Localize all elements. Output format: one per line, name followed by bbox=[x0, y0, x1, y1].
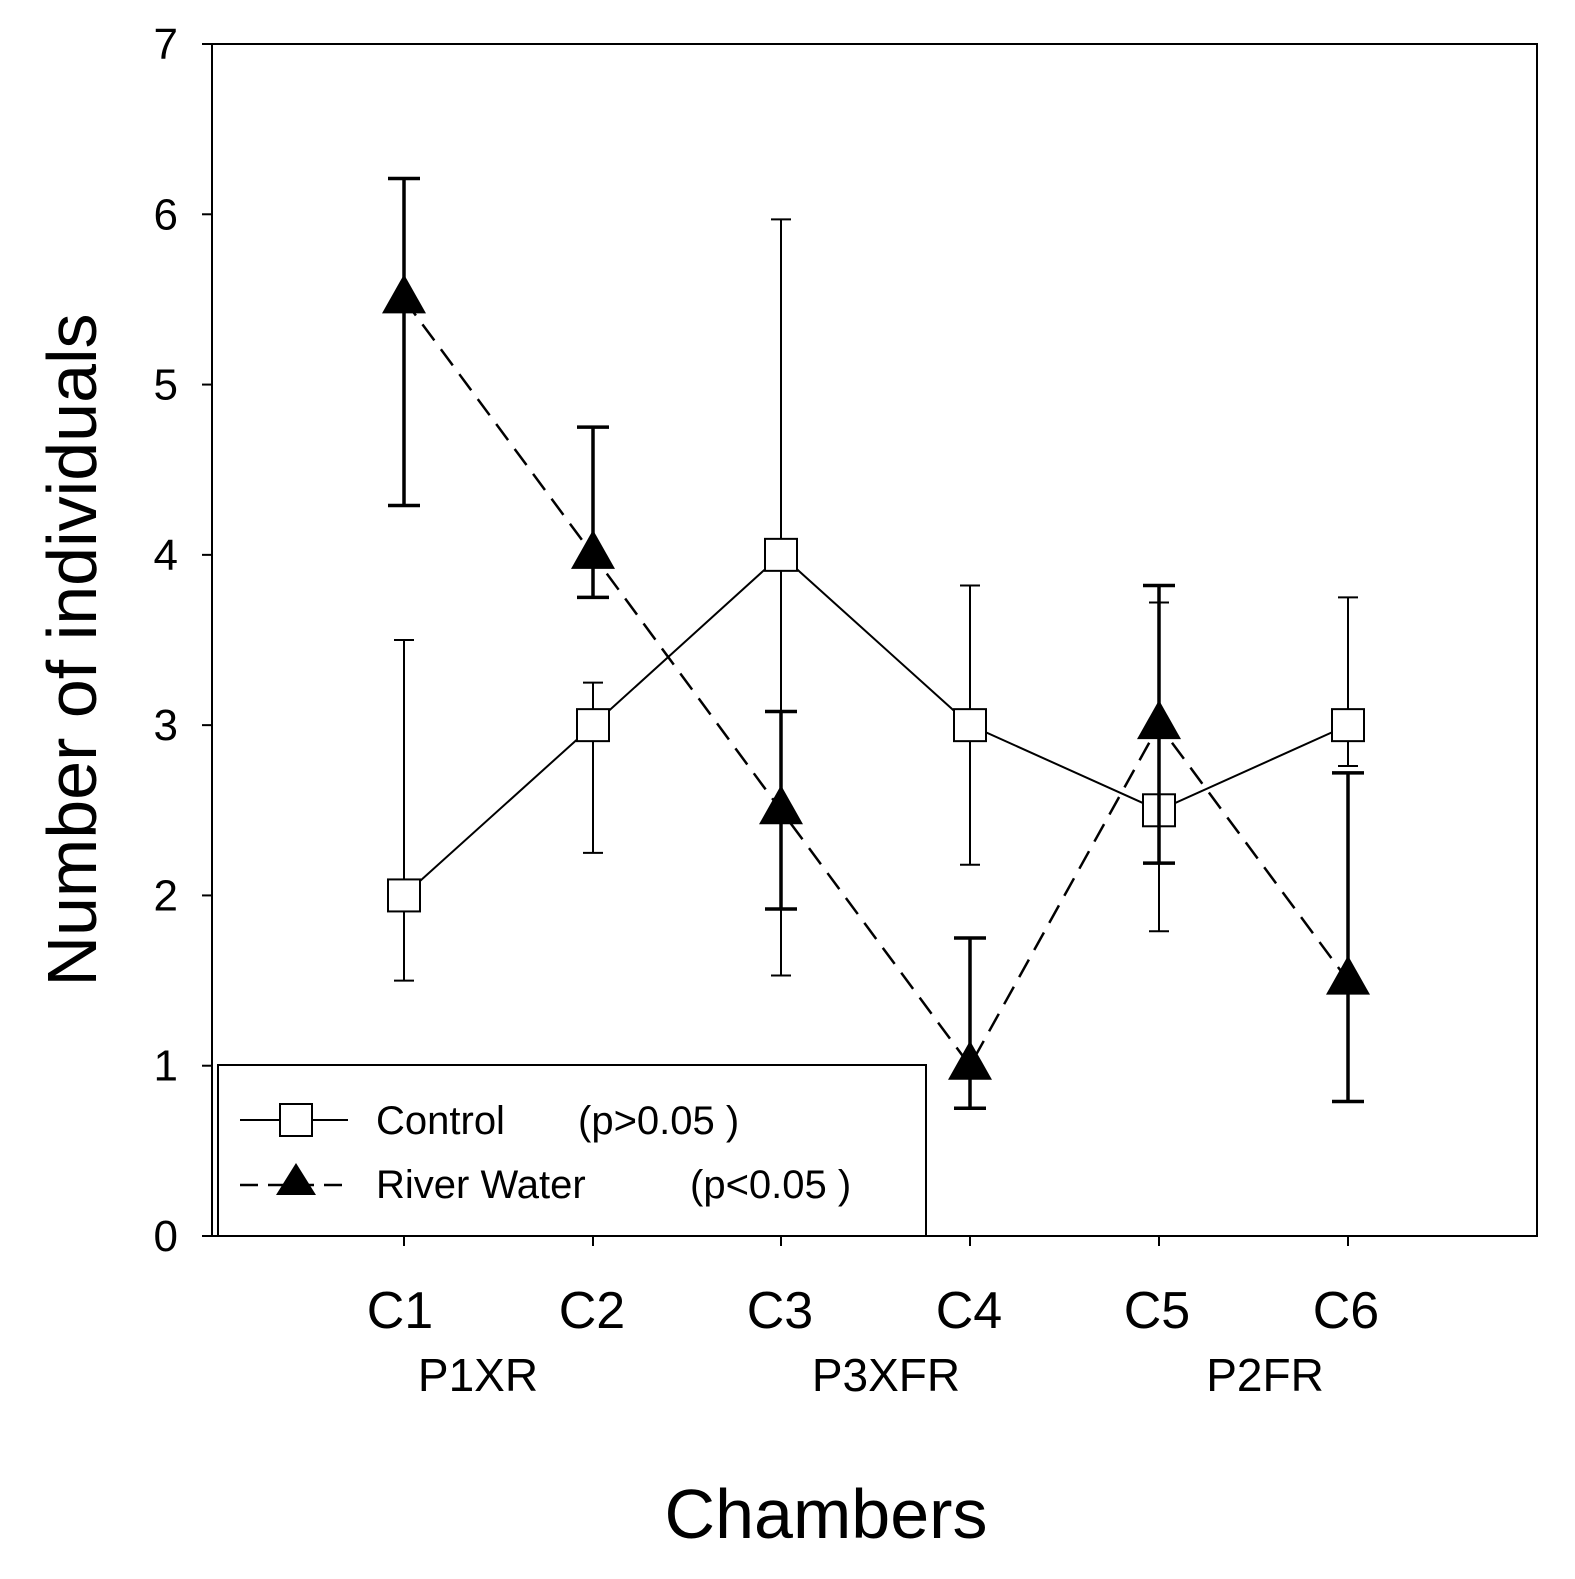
legend-river-label: River Water bbox=[376, 1163, 586, 1207]
category-label-c3: C3 bbox=[747, 1282, 813, 1340]
legend-control-note: (p>0.05 ) bbox=[578, 1099, 739, 1143]
y-tick-label-0: 0 bbox=[154, 1212, 178, 1261]
legend-box bbox=[217, 1064, 927, 1237]
group-label-p3xfr: P3XFR bbox=[812, 1349, 960, 1401]
group-label-p2fr: P2FR bbox=[1206, 1349, 1324, 1401]
y-tick-label-4: 4 bbox=[154, 531, 178, 580]
river-water-point-c5 bbox=[1137, 700, 1181, 740]
x-axis bbox=[403, 1236, 1349, 1246]
category-label-c4: C4 bbox=[936, 1282, 1002, 1340]
series-river-water bbox=[382, 176, 1370, 1111]
control-point-c3 bbox=[764, 537, 798, 572]
category-label-c2: C2 bbox=[559, 1282, 625, 1340]
river-water-line bbox=[402, 298, 1350, 1069]
legend-river-note: (p<0.05 ) bbox=[690, 1163, 851, 1207]
legend: Control (p>0.05 ) River Water (p<0.05 ) bbox=[217, 1064, 927, 1237]
legend-control-marker bbox=[279, 1103, 313, 1137]
legend-river-marker bbox=[276, 1163, 316, 1195]
y-tick-label-7: 7 bbox=[154, 20, 178, 69]
category-label-c1: C1 bbox=[367, 1282, 433, 1340]
y-tick-label-5: 5 bbox=[154, 361, 178, 410]
control-point-c2 bbox=[576, 708, 610, 743]
category-label-c5: C5 bbox=[1124, 1282, 1190, 1340]
y-axis: 0 1 2 3 4 5 6 7 bbox=[154, 20, 212, 1261]
group-label-p1xr: P1XR bbox=[418, 1349, 538, 1401]
series-control bbox=[387, 218, 1365, 982]
river-water-point-c2 bbox=[571, 529, 615, 569]
control-point-c4 bbox=[953, 708, 987, 743]
y-tick-label-6: 6 bbox=[154, 190, 178, 239]
control-point-c1 bbox=[387, 878, 421, 913]
x-axis-title: Chambers bbox=[665, 1475, 988, 1553]
y-tick-label-2: 2 bbox=[154, 871, 178, 920]
river-water-point-c6 bbox=[1326, 955, 1370, 995]
y-tick-label-3: 3 bbox=[154, 701, 178, 750]
y-tick-label-1: 1 bbox=[154, 1042, 178, 1091]
river-water-point-c3 bbox=[759, 785, 803, 825]
control-point-c6 bbox=[1331, 708, 1365, 743]
category-label-c6: C6 bbox=[1313, 1282, 1379, 1340]
river-water-point-c4 bbox=[948, 1040, 992, 1080]
y-axis-title: Number of individuals bbox=[33, 313, 111, 986]
legend-control-label: Control bbox=[376, 1099, 505, 1143]
control-line bbox=[403, 553, 1349, 897]
river-water-point-c1 bbox=[382, 274, 426, 314]
